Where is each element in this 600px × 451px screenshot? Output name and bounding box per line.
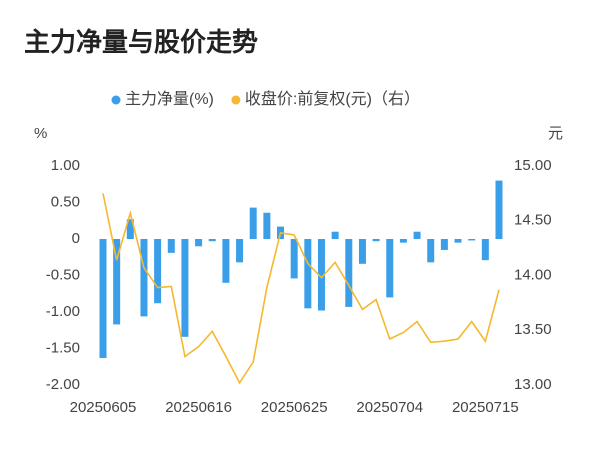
bar [386,239,394,298]
y-tick-label: -2.00 [46,376,80,393]
bar [99,239,107,358]
x-tick-label: 20250605 [70,399,137,416]
bar [208,239,216,242]
y2-unit: 元 [548,125,563,142]
bar [263,212,271,239]
y-tick-label: -0.50 [46,266,80,283]
price-line [102,193,500,385]
legend-marker [231,95,241,105]
bar [413,231,421,239]
bar [440,239,448,250]
bar [317,239,325,311]
legend-label: 收盘价:前复权(元)（右） [245,89,420,108]
y2-tick-label: 14.00 [514,266,552,283]
legend-label: 主力净量(%) [125,90,214,108]
y2-tick-label: 14.50 [514,212,552,229]
y-tick-label: 1.00 [51,157,80,174]
x-tick-label: 20250715 [452,399,519,416]
y2-tick-label: 13.50 [514,321,552,338]
y-unit: % [34,125,47,142]
bar [358,239,366,264]
x-tick-label: 20250704 [356,399,423,416]
bar [495,180,503,239]
bar [468,239,476,241]
bar [167,239,175,253]
bar [454,239,462,243]
bar [290,239,298,279]
y2-tick-label: 15.00 [514,157,552,174]
y-tick-label: 0 [72,230,80,247]
bar [222,239,230,283]
bar [140,239,148,317]
y-tick-label: -1.50 [46,339,80,356]
x-tick-label: 20250616 [165,399,232,416]
x-tick-label: 20250625 [261,399,328,416]
bar [113,239,121,325]
bar [399,239,407,243]
bar [345,239,353,307]
chart-title: 主力净量与股价走势 [24,27,258,57]
legend-marker [111,95,121,105]
bar [126,219,134,239]
bar [304,239,312,309]
y2-tick-label: 13.00 [514,376,552,393]
bar [249,207,257,239]
bar [154,239,162,304]
bar [331,231,339,239]
bar [181,239,189,337]
bar [481,239,489,261]
y-tick-label: -1.00 [46,303,80,320]
bar [427,239,435,263]
bar [236,239,244,263]
bar [372,239,380,242]
bar [195,239,203,247]
y-tick-label: 0.50 [51,193,80,210]
